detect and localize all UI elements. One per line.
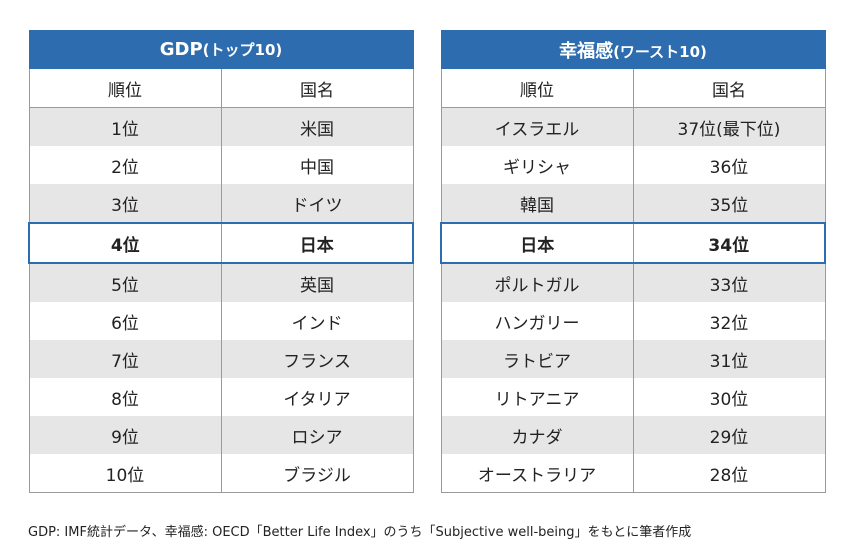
rank-cell: 31位 (632, 340, 826, 378)
country-cell: 米国 (220, 107, 414, 146)
rank-cell: 35位 (632, 184, 826, 223)
rank-cell: 36位 (632, 146, 826, 184)
happiness-header-country: 国名 (632, 68, 826, 108)
country-cell: 韓国 (440, 184, 634, 223)
rank-cell: 1位 (28, 107, 222, 146)
table-row: 6位 インド (28, 302, 414, 340)
gdp-title-sub: (トップ10) (202, 41, 283, 59)
table-row: 9位 ロシア (28, 416, 414, 454)
gdp-header-row: 順位 国名 (28, 68, 414, 108)
table-row: ハンガリー 32位 (440, 302, 826, 340)
rank-cell: 30位 (632, 378, 826, 416)
country-cell: 中国 (220, 146, 414, 184)
country-cell: 日本 (440, 222, 634, 264)
rank-cell: 3位 (28, 184, 222, 223)
country-cell: イスラエル (440, 107, 634, 146)
rank-cell: 29位 (632, 416, 826, 454)
highlighted-row-japan: 日本 34位 (440, 222, 826, 264)
table-row: ラトビア 31位 (440, 340, 826, 378)
table-row: イスラエル 37位(最下位) (440, 107, 826, 146)
country-cell: 英国 (220, 263, 414, 302)
country-cell: ロシア (220, 416, 414, 454)
rank-cell: 2位 (28, 146, 222, 184)
country-cell: ポルトガル (440, 263, 634, 302)
table-row: ポルトガル 33位 (440, 263, 826, 302)
table-row: 5位 英国 (28, 263, 414, 302)
country-cell: イタリア (220, 378, 414, 416)
rank-cell: 4位 (28, 222, 222, 264)
table-row: 韓国 35位 (440, 184, 826, 223)
table-row: 7位 フランス (28, 340, 414, 378)
country-cell: ラトビア (440, 340, 634, 378)
happiness-title-main: 幸福感 (559, 40, 614, 62)
country-cell: ギリシャ (440, 146, 634, 184)
country-cell: ブラジル (220, 454, 414, 493)
country-cell: フランス (220, 340, 414, 378)
happiness-worst10-table: 幸福感(ワースト10) 順位 国名 イスラエル 37位(最下位) ギリシャ 36… (440, 30, 826, 493)
country-cell: カナダ (440, 416, 634, 454)
happiness-table-title: 幸福感(ワースト10) (440, 30, 826, 69)
rank-cell: 8位 (28, 378, 222, 416)
table-row: カナダ 29位 (440, 416, 826, 454)
gdp-table-title: GDP(トップ10) (28, 30, 414, 69)
rank-cell: 6位 (28, 302, 222, 340)
happiness-header-rank: 順位 (440, 68, 634, 108)
gdp-top10-table: GDP(トップ10) 順位 国名 1位 米国 2位 中国 3位 ドイツ 4位 日… (28, 30, 415, 493)
country-cell: 日本 (220, 222, 415, 264)
country-cell: リトアニア (440, 378, 634, 416)
rank-cell: 34位 (632, 222, 826, 264)
highlighted-row-japan: 4位 日本 (28, 222, 415, 264)
gdp-title-main: GDP (159, 39, 203, 60)
table-row: リトアニア 30位 (440, 378, 826, 416)
rank-cell: 33位 (632, 263, 826, 302)
rank-cell: 10位 (28, 454, 222, 493)
table-row: 1位 米国 (28, 107, 414, 146)
table-row: ギリシャ 36位 (440, 146, 826, 184)
table-row: 8位 イタリア (28, 378, 414, 416)
rank-cell: 5位 (28, 263, 222, 302)
table-row: 2位 中国 (28, 146, 414, 184)
happiness-header-row: 順位 国名 (440, 68, 826, 108)
table-row: オーストラリア 28位 (440, 454, 826, 493)
country-cell: オーストラリア (440, 454, 634, 493)
table-row: 10位 ブラジル (28, 454, 414, 493)
rank-cell: 37位(最下位) (632, 107, 826, 146)
country-cell: ドイツ (220, 184, 414, 223)
source-footnote: GDP: IMF統計データ、幸福感: OECD「Better Life Inde… (28, 525, 692, 540)
country-cell: インド (220, 302, 414, 340)
happiness-title-sub: (ワースト10) (613, 42, 707, 61)
table-row: 3位 ドイツ (28, 184, 414, 223)
gdp-header-rank: 順位 (28, 68, 222, 108)
country-cell: ハンガリー (440, 302, 634, 340)
rank-cell: 9位 (28, 416, 222, 454)
gdp-header-country: 国名 (220, 68, 414, 108)
rank-cell: 28位 (632, 454, 826, 493)
rank-cell: 32位 (632, 302, 826, 340)
rank-cell: 7位 (28, 340, 222, 378)
